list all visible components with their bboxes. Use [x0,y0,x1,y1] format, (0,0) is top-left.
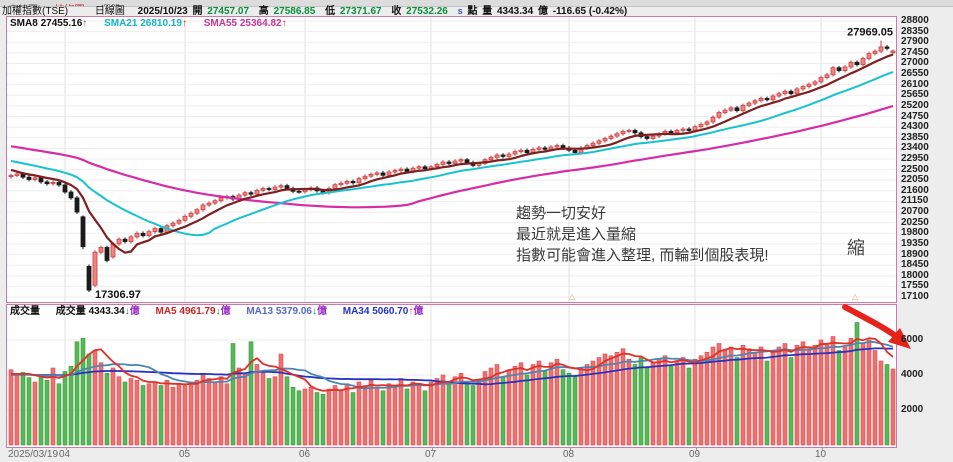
low-label: 低 [325,6,336,17]
price-axis-label: 22050 [901,174,929,186]
shrink-annotation: 縮 [847,238,865,258]
volume-label: 量 [482,6,493,17]
price-axis-label: 23850 [901,131,929,143]
tab-technical[interactable]: 技術圖 [54,1,84,6]
low-price-label: 17306.97 [95,289,141,301]
volume-value: 4343.34 [497,6,534,17]
main-chart-panel: 27969.05 17306.97 SMA8 27455.16↑ SMA21 26… [6,16,897,303]
high-label: 高 [258,6,269,17]
price-axis-label: 28350 [901,25,929,37]
sma-legend: SMA8 27455.16↑ SMA21 26810.19↑ SMA55 253… [10,18,301,30]
annotation-line: 趨勢一切安好 [516,205,607,222]
price-axis-label: 18450 [901,259,929,271]
price-axis-label: 26550 [901,68,929,80]
low-value: 27371.67 [339,6,382,17]
period-label[interactable]: 日線圖 [94,6,125,17]
open-value: 27457.07 [207,6,250,17]
volume-ma5-legend: MA5 4961.79↓億 [155,306,231,317]
price-axis-label: 25650 [901,89,929,101]
price-axis-label: 22950 [901,153,929,164]
price-axis-label: 19350 [901,237,929,249]
quote-info-bar: 加權指數(TSE) 日線圖 2025/10/23 開 27457.07 高 27… [2,6,951,17]
price-axis-label: 28800 [901,15,929,26]
time-axis-label: 04 [59,449,71,460]
price-axis-label: 24750 [901,110,929,122]
time-axis-tick [696,447,697,450]
price-axis-label: 20250 [901,216,929,228]
price-axis-label: 17550 [901,280,929,292]
annotation-line: 最近就是進入量縮 [516,226,637,243]
annotation-line: 指數可能會進入整理, 而輪到個股表現! [516,247,769,264]
price-axis-label: 22500 [901,163,929,175]
volume-panel: 成交量 成交量 4343.34↓億 MA5 4961.79↓億 MA13 537… [6,304,897,448]
symbol-name: 加權指數(TSE) [2,6,69,17]
price-axis-label: 27450 [901,46,929,58]
time-axis-label: 10 [815,449,827,460]
tab-trend[interactable]: 走勢圖 [8,1,38,6]
main-price-chart[interactable]: 27969.05 17306.97 [7,17,896,302]
price-axis-label: 20700 [901,206,929,218]
volume-panel-title: 成交量 [10,306,40,317]
price-axis-label: 21600 [901,184,929,196]
price-axis-label: 21150 [901,195,929,207]
high-price-label: 27969.05 [847,27,893,39]
volume-ma13-legend: MA13 5379.06↓億 [246,306,327,317]
sma55-legend: SMA55 25364.82↑ [203,18,287,29]
price-axis-label: 23400 [901,142,929,154]
time-axis-label: 2025/03/19 [8,449,59,460]
time-axis-label: 09 [689,449,701,460]
top-tab-strip: 走勢圖 技術圖 選股 [0,0,953,7]
volume-chart[interactable] [7,305,896,447]
price-axis-label: 18000 [901,269,929,281]
time-axis-label: 05 [179,449,191,460]
s-flag: s [457,6,463,16]
change-value: -116.65 (-0.42%) [552,6,628,17]
price-axis-label: 17100 [901,291,929,302]
price-axis-label: 27000 [901,57,929,69]
volume-legend: 成交量 成交量 4343.34↓億 MA5 4961.79↓億 MA13 537… [10,306,436,318]
volume-unit: 億 [537,6,548,17]
time-axis-label: 07 [425,449,437,460]
price-axis-label: 25200 [901,99,929,111]
time-axis-tick [432,447,433,450]
sma21-legend: SMA21 26810.19↑ [104,18,187,29]
price-axis-label: 19800 [901,227,929,239]
time-axis-tick [12,447,13,450]
point-label: 點 [467,6,478,17]
close-value: 27532.26 [406,6,448,17]
price-axis-label: 18900 [901,248,929,260]
open-label: 開 [192,6,203,17]
price-axis-label: 24300 [901,121,929,133]
volume-ma34-legend: MA34 5060.70↑億 [342,306,424,317]
high-value: 27586.85 [273,6,316,17]
sma8-legend: SMA8 27455.16↑ [10,18,88,29]
time-axis-tick [186,447,187,450]
time-axis-tick [306,447,307,450]
price-axis-label: 27900 [901,36,929,48]
chart-annotation: 趨勢一切安好 最近就是進入量縮 指數可能會進入整理, 而輪到個股表現! [516,203,769,266]
time-axis-tick [570,447,571,450]
time-axis-tick [822,447,823,450]
price-axis-label: 26100 [901,78,929,90]
volume-axis-label: 6000 [901,334,924,345]
time-axis-label: 08 [563,449,575,460]
tab-stock-pick[interactable]: 選股 [101,1,121,6]
quote-date: 2025/10/23 [137,6,188,17]
close-label: 收 [391,6,402,17]
time-axis-tick [66,447,67,450]
panel-resize-marker[interactable]: △ [569,292,576,301]
time-axis-label: 06 [299,449,311,460]
volume-axis-label: 2000 [901,404,924,415]
panel-resize-marker[interactable]: △ [852,292,859,301]
volume-axis-label: 4000 [901,369,924,380]
volume-value-legend: 成交量 4343.34↓億 [55,306,140,317]
